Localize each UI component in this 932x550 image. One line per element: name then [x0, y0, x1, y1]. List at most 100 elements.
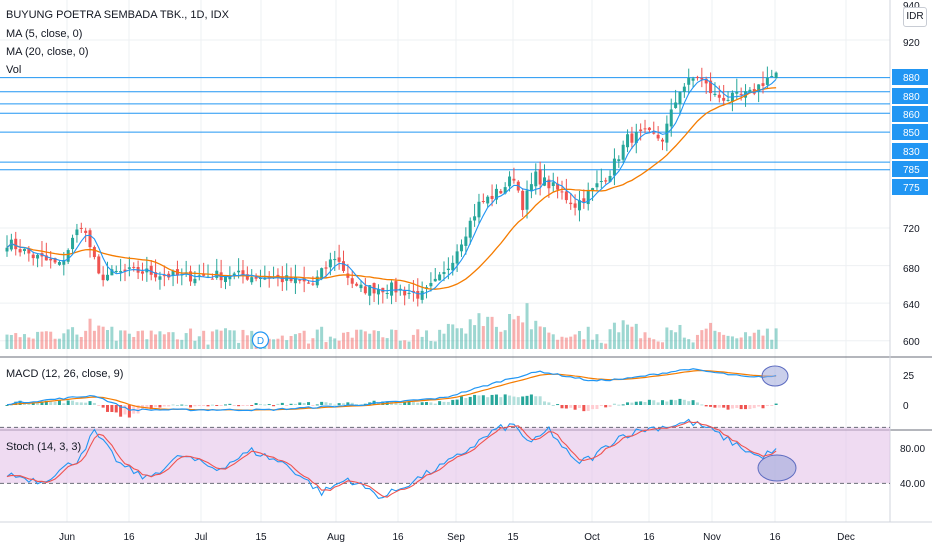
- candle-body: [368, 285, 372, 296]
- volume-bar: [394, 329, 398, 349]
- candle-body: [14, 238, 18, 250]
- volume-bar: [722, 334, 726, 349]
- macd-histogram-bar: [355, 404, 359, 406]
- macd-histogram-bar: [713, 405, 717, 408]
- candle-body: [324, 267, 328, 269]
- volume-bar: [123, 330, 127, 349]
- volume-bar: [582, 339, 586, 349]
- candle-body: [490, 195, 494, 199]
- candle-body: [245, 274, 249, 280]
- candle-body: [765, 77, 769, 85]
- volume-bar: [140, 330, 144, 349]
- volume-bar: [459, 328, 463, 349]
- macd-histogram-bar: [394, 402, 398, 405]
- candle-body: [355, 283, 359, 286]
- macd-histogram-bar: [328, 403, 332, 405]
- volume-bar: [621, 320, 625, 349]
- candle-body: [162, 275, 166, 277]
- macd-histogram-bar: [486, 397, 490, 405]
- macd-histogram-bar: [53, 401, 57, 405]
- volume-bar: [599, 342, 603, 349]
- price-axis-label: 775: [903, 183, 920, 194]
- macd-histogram-bar: [564, 405, 568, 409]
- candle-body: [140, 271, 144, 274]
- volume-bar: [569, 336, 573, 349]
- macd-histogram-bar: [333, 404, 337, 406]
- candle-body: [459, 244, 463, 252]
- macd-histogram-bar: [621, 404, 625, 406]
- macd-histogram-bar: [254, 403, 258, 405]
- candle-body: [713, 93, 717, 95]
- price-level-tag: [892, 161, 928, 177]
- price-axis-label: 940: [903, 1, 920, 12]
- candle-body: [298, 279, 302, 281]
- volume-bar: [730, 336, 734, 349]
- macd-histogram-bar: [744, 405, 748, 410]
- macd-histogram-bar: [298, 402, 302, 405]
- macd-histogram-bar: [770, 405, 774, 406]
- macd-histogram-bar: [529, 394, 533, 405]
- price-axis-label: 600: [903, 337, 920, 348]
- macd-histogram-bar: [346, 402, 350, 405]
- macd-histogram-bar: [577, 405, 581, 408]
- macd-histogram-bar: [193, 405, 197, 407]
- candle-body: [582, 198, 586, 203]
- candle-body: [106, 274, 110, 281]
- macd-histogram-bar: [110, 405, 114, 413]
- candle-body: [573, 203, 577, 208]
- macd-histogram-bar: [695, 402, 699, 405]
- volume-bar: [368, 333, 372, 349]
- macd-histogram-bar: [44, 400, 48, 405]
- currency-button[interactable]: IDR: [903, 7, 927, 27]
- volume-bar: [433, 341, 437, 349]
- macd-histogram-bar: [315, 404, 319, 406]
- macd-legend[interactable]: MACD (12, 26, close, 9): [6, 368, 124, 380]
- macd-histogram-bar: [442, 401, 446, 405]
- price-axis-label: 720: [903, 224, 920, 235]
- candle-body: [604, 180, 608, 182]
- candle-body: [202, 274, 206, 276]
- macd-histogram-bar: [210, 404, 214, 406]
- candle-body: [84, 230, 88, 233]
- macd-histogram-bar: [363, 403, 367, 405]
- volume-bar: [726, 335, 730, 349]
- candle-body: [499, 191, 503, 194]
- macd-line: [6, 368, 777, 412]
- candle-body: [394, 281, 398, 293]
- candle-body: [446, 268, 450, 271]
- macd-histogram-bar: [547, 402, 551, 405]
- volume-legend[interactable]: Vol: [6, 64, 22, 76]
- candle-body: [687, 77, 691, 85]
- candle-body: [564, 191, 568, 201]
- candle-body: [700, 77, 704, 80]
- candle-body: [27, 248, 31, 254]
- ma5-legend[interactable]: MA (5, close, 0): [6, 28, 83, 40]
- macd-histogram-bar: [320, 401, 324, 405]
- stoch-legend[interactable]: Stoch (14, 3, 3): [6, 441, 82, 453]
- volume-bar: [14, 333, 18, 349]
- ma20-legend[interactable]: MA (20, close, 0): [6, 46, 89, 58]
- macd-histogram-bar: [420, 402, 424, 405]
- candle-body: [473, 216, 477, 221]
- candle-body: [320, 268, 324, 280]
- macd-histogram-bar: [525, 395, 529, 405]
- macd-histogram-bar: [5, 405, 9, 406]
- volume-bar: [328, 336, 332, 349]
- macd-histogram-bar: [263, 404, 267, 406]
- candle-body: [132, 266, 136, 268]
- chart-title[interactable]: BUYUNG POETRA SEMBADA TBK., 1D, IDX: [6, 9, 229, 21]
- candle-body: [477, 201, 481, 218]
- macd-histogram-bar: [608, 405, 612, 408]
- volume-bar: [451, 324, 455, 349]
- candle-body: [75, 229, 79, 236]
- candle-body: [695, 76, 699, 78]
- macd-histogram-bar: [761, 405, 765, 409]
- macd-histogram-bar: [123, 405, 127, 415]
- macd-histogram-bar: [691, 400, 695, 405]
- volume-bar: [700, 330, 704, 349]
- volume-bar: [184, 333, 188, 349]
- volume-bar: [197, 336, 201, 349]
- macd-histogram-bar: [341, 403, 345, 405]
- candle-body: [101, 274, 105, 281]
